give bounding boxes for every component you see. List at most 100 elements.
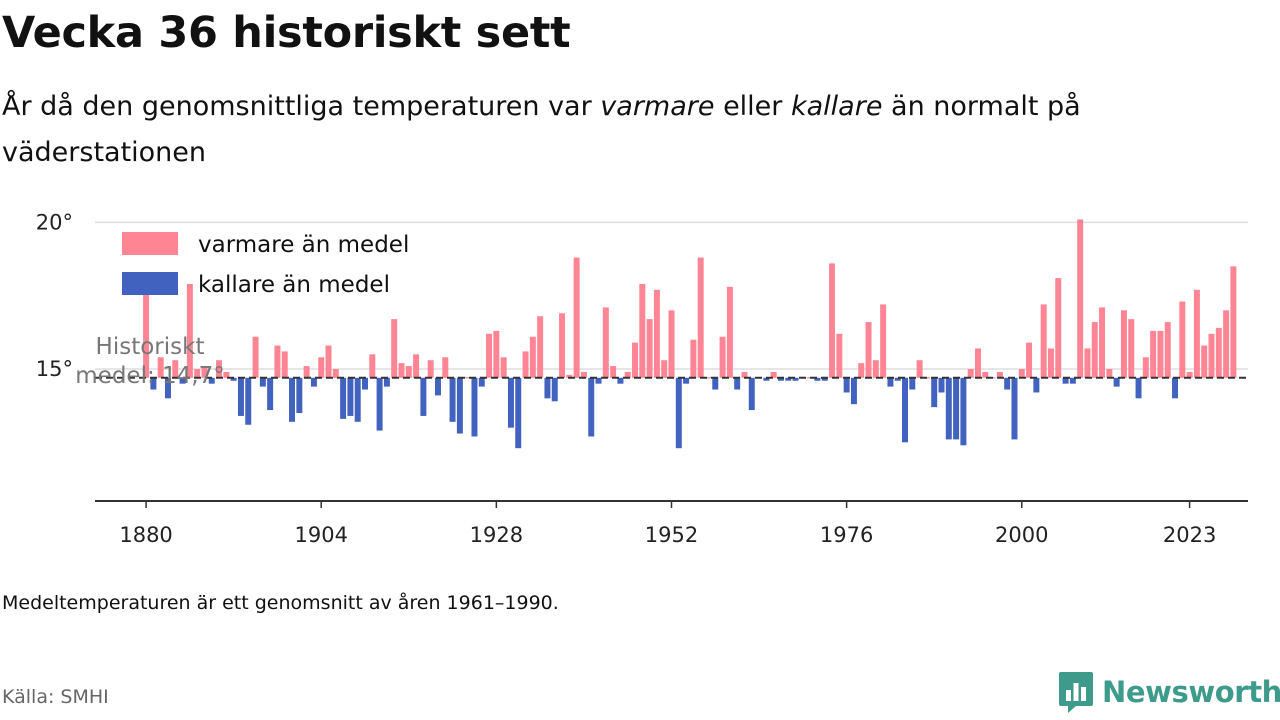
bar-1888 xyxy=(201,366,208,378)
bar-1929 xyxy=(500,357,507,378)
bar-1919 xyxy=(427,360,434,378)
bar-1961 xyxy=(734,377,741,390)
bar-1960 xyxy=(726,286,733,378)
bar-1938 xyxy=(566,374,573,378)
bar-1955 xyxy=(690,339,697,378)
legend-label-cold: kallare än medel xyxy=(198,272,390,298)
bar-2003 xyxy=(1040,304,1047,378)
legend-swatch-warm xyxy=(122,232,178,255)
bar-1946 xyxy=(624,371,631,378)
bar-1933 xyxy=(529,336,536,378)
bar-2020 xyxy=(1164,322,1171,378)
temperature-bar-chart: 15° 20° Historiskt medel: 14,7° 1880 1904 1928… xyxy=(36,210,1248,547)
bar-1942 xyxy=(595,377,602,384)
bar-1945 xyxy=(617,377,624,384)
bar-2026 xyxy=(1208,333,1215,378)
bar-1948 xyxy=(639,283,646,378)
bar-2021 xyxy=(1172,377,1179,399)
bar-1953 xyxy=(675,377,682,449)
bar-1993 xyxy=(967,369,974,378)
bar-1891 xyxy=(223,371,230,378)
bar-1917 xyxy=(413,354,420,378)
bar-1926 xyxy=(478,377,485,387)
bar-1881 xyxy=(150,377,157,390)
bar-1890 xyxy=(216,360,223,378)
bar-1916 xyxy=(405,366,412,378)
bar-1995 xyxy=(982,371,989,378)
bar-1992 xyxy=(960,377,967,446)
bar-1941 xyxy=(588,377,595,437)
bar-2011 xyxy=(1099,307,1106,378)
bar-2015 xyxy=(1128,319,1135,378)
x-tick-label: 1904 xyxy=(294,523,347,547)
subtitle-warm-word: varmare xyxy=(600,91,715,122)
bar-2007 xyxy=(1069,377,1076,384)
bar-1912 xyxy=(376,377,383,431)
bar-2000 xyxy=(1018,369,1025,378)
bar-1989 xyxy=(938,377,945,393)
x-tick-label: 2000 xyxy=(995,523,1048,547)
bar-1952 xyxy=(668,310,675,378)
bar-1905 xyxy=(325,345,332,378)
bar-1935 xyxy=(544,377,551,399)
newsworthy-logo-icon xyxy=(1059,672,1093,713)
bar-1974 xyxy=(829,263,836,378)
bar-1909 xyxy=(354,377,361,422)
bar-2027 xyxy=(1215,327,1222,378)
bar-1988 xyxy=(931,377,938,408)
bar-2004 xyxy=(1047,348,1054,378)
bar-1944 xyxy=(610,366,617,378)
legend-label-warm: varmare än medel xyxy=(198,232,409,258)
bar-1939 xyxy=(573,257,580,378)
bar-1951 xyxy=(661,360,668,378)
bar-1920 xyxy=(434,377,441,396)
bar-1907 xyxy=(340,377,347,419)
bar-2014 xyxy=(1120,310,1127,378)
bar-1985 xyxy=(909,377,916,390)
bar-1889 xyxy=(208,377,215,384)
bar-1940 xyxy=(580,371,587,378)
y-tick-label: 15° xyxy=(36,357,73,381)
x-tick-label: 1880 xyxy=(119,523,172,547)
bar-2029 xyxy=(1230,266,1237,378)
bar-1958 xyxy=(712,377,719,390)
bar-2013 xyxy=(1113,377,1120,387)
bar-1979 xyxy=(865,322,872,378)
bar-2009 xyxy=(1084,348,1091,378)
bar-2010 xyxy=(1091,322,1098,378)
bar-1925 xyxy=(471,377,478,437)
bar-2017 xyxy=(1142,357,1149,378)
bar-1928 xyxy=(493,330,500,378)
bar-1994 xyxy=(975,348,981,378)
chart-subtitle: År då den genomsnittliga temperaturen va… xyxy=(2,84,1232,176)
bar-1927 xyxy=(486,333,493,378)
bar-1900 xyxy=(289,377,296,422)
bar-1901 xyxy=(296,377,303,413)
bar-1880 xyxy=(143,278,150,378)
bar-1893 xyxy=(237,377,244,416)
bar-1903 xyxy=(310,377,317,387)
bar-1906 xyxy=(332,369,339,378)
bar-1898 xyxy=(274,345,281,378)
bar-2006 xyxy=(1062,377,1069,384)
bar-1981 xyxy=(880,304,887,378)
subtitle-lead: År då den genomsnittliga temperaturen va… xyxy=(2,91,601,122)
chart-source: Källa: SMHI xyxy=(2,686,109,708)
bar-1956 xyxy=(697,257,704,378)
bar-1991 xyxy=(953,377,960,440)
bar-1954 xyxy=(683,377,690,384)
bar-2002 xyxy=(1033,377,1040,393)
bar-1921 xyxy=(442,357,449,378)
bar-1973 xyxy=(821,377,828,381)
bar-2005 xyxy=(1055,278,1062,378)
bar-1914 xyxy=(391,319,398,378)
x-tick-label: 1928 xyxy=(470,523,523,547)
bar-1976 xyxy=(843,377,850,393)
bar-1972 xyxy=(814,377,821,381)
bar-1886 xyxy=(186,283,193,378)
bar-1947 xyxy=(632,342,638,378)
bar-1990 xyxy=(945,377,952,440)
bar-1936 xyxy=(551,377,558,402)
bar-1910 xyxy=(362,377,368,390)
bar-1918 xyxy=(420,377,427,416)
